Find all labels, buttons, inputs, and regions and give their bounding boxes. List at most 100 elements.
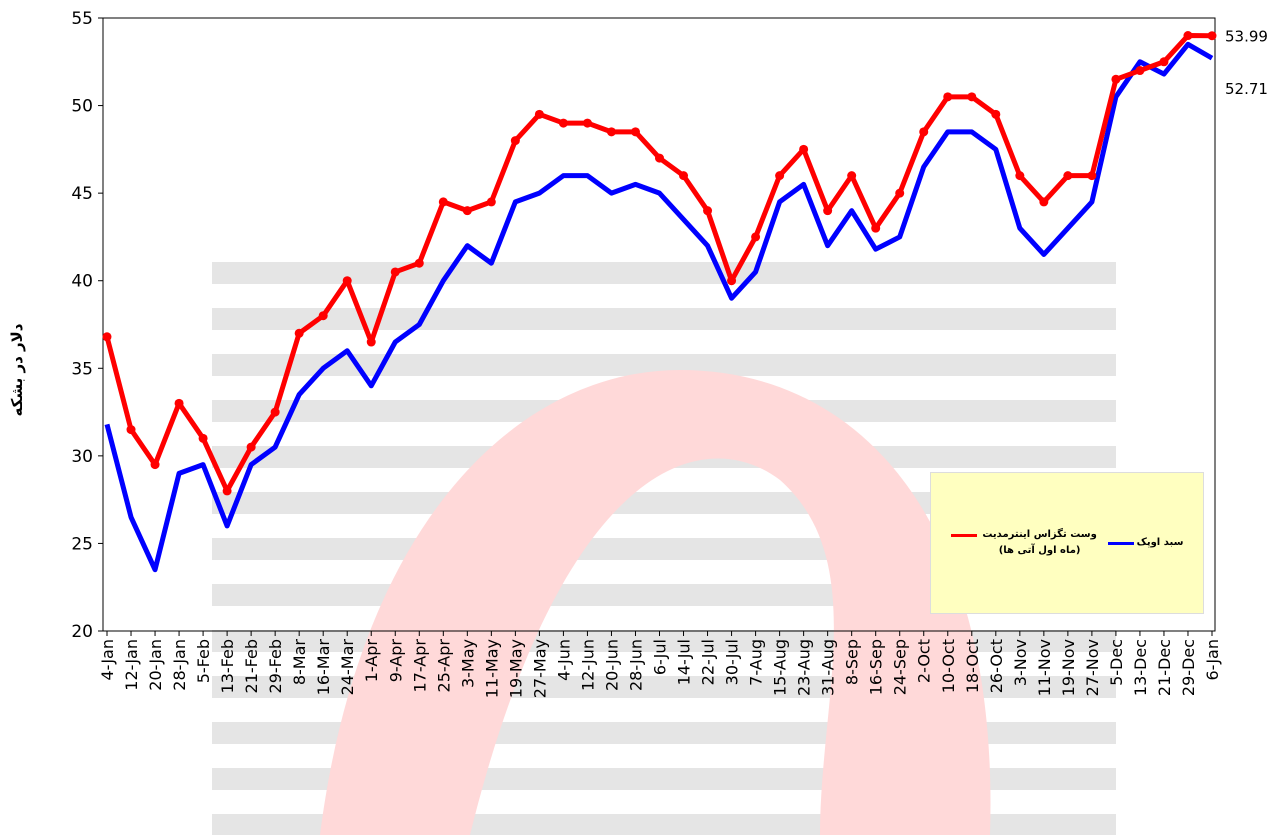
point (919, 127, 928, 136)
end-value-label: 53.99 (1225, 28, 1268, 46)
x-tick-label: 21-Feb (242, 639, 261, 693)
y-tick-label: 55 (71, 9, 93, 29)
y-tick-label: 35 (71, 359, 93, 379)
point (175, 399, 184, 408)
x-tick-label: 8-Mar (290, 639, 309, 686)
point (799, 145, 808, 154)
x-tick-label: 9-Apr (386, 639, 405, 683)
x-tick-label: 15-Aug (771, 639, 790, 696)
x-tick-label: 13-Feb (218, 639, 237, 693)
legend: سبد اوپک وست تگزاس اینترمدیت (ماه اول آتی… (930, 472, 1204, 614)
point (319, 311, 328, 320)
point (1159, 57, 1168, 66)
x-tick-label: 29-Dec (1179, 639, 1198, 696)
point (463, 206, 472, 215)
x-tick-label: 16-Mar (314, 639, 333, 696)
point (247, 443, 256, 452)
x-tick-label: 1-Apr (362, 639, 381, 683)
x-tick-label: 18-Oct (963, 639, 982, 693)
point (343, 276, 352, 285)
point (151, 460, 160, 469)
point (199, 434, 208, 443)
x-tick-label: 27-May (530, 639, 549, 698)
x-tick-label: 10-Oct (939, 639, 958, 693)
point (103, 332, 112, 341)
x-tick-label: 12-Jun (578, 639, 597, 691)
point (967, 92, 976, 101)
x-tick-label: 16-Sep (867, 639, 886, 695)
x-tick-label: 29-Feb (266, 639, 285, 693)
point (439, 197, 448, 206)
point (655, 154, 664, 163)
legend-label: سبد اوپک (1137, 535, 1184, 551)
x-tick-label: 20-Jun (602, 639, 621, 691)
x-tick-label: 19-Nov (1059, 639, 1078, 696)
legend-item: وست تگزاس اینترمدیت (ماه اول آتی ها) (951, 527, 1100, 559)
point (727, 276, 736, 285)
legend-label: وست تگزاس اینترمدیت (ماه اول آتی ها) (980, 527, 1100, 559)
x-tick-label: 19-May (506, 639, 525, 698)
point (775, 171, 784, 180)
point (271, 408, 280, 417)
point (1135, 66, 1144, 75)
y-tick-label: 30 (71, 447, 93, 467)
end-value-label: 52.71 (1225, 80, 1268, 98)
x-tick-label: 21-Dec (1155, 639, 1174, 696)
point (1087, 171, 1096, 180)
point (679, 171, 688, 180)
x-tick-label: 11-May (482, 639, 501, 698)
x-tick-label: 4-Jan (98, 639, 117, 681)
x-tick-label: 13-Dec (1131, 639, 1150, 696)
point (1015, 171, 1024, 180)
point (391, 267, 400, 276)
point (511, 136, 520, 145)
point (1039, 197, 1048, 206)
legend-swatch (1108, 542, 1134, 545)
x-tick-label: 24-Sep (891, 639, 910, 695)
x-tick-label: 4-Jun (554, 639, 573, 681)
y-tick-label: 50 (71, 97, 93, 117)
point (583, 119, 592, 128)
x-tick-label: 30-Jul (723, 639, 742, 685)
y-tick-label: 40 (71, 272, 93, 292)
x-tick-label: 8-Sep (843, 639, 862, 685)
x-tick-label: 20-Jan (146, 639, 165, 691)
point (1183, 31, 1192, 40)
x-tick-label: 7-Aug (747, 639, 766, 686)
y-axis-label: دلار در بشکه (8, 323, 26, 416)
point (607, 127, 616, 136)
x-tick-label: 6-Jan (1203, 639, 1222, 681)
x-tick-label: 6-Jul (651, 639, 670, 675)
x-tick-label: 17-Apr (410, 639, 429, 693)
point (1063, 171, 1072, 180)
y-tick-label: 20 (71, 622, 93, 642)
x-tick-label: 26-Oct (987, 639, 1006, 693)
chart: دلار در بشکه 20253035404550554-Jan12-Jan… (0, 0, 1285, 835)
x-tick-label: 5-Feb (194, 639, 213, 683)
x-tick-label: 25-Apr (434, 639, 453, 693)
point (703, 206, 712, 215)
point (943, 92, 952, 101)
x-tick-label: 3-Nov (1011, 639, 1030, 686)
x-tick-label: 27-Nov (1083, 639, 1102, 696)
point (127, 425, 136, 434)
point (487, 197, 496, 206)
x-tick-label: 22-Jul (699, 639, 718, 685)
x-tick-label: 14-Jul (675, 639, 694, 685)
point (631, 127, 640, 136)
point (871, 224, 880, 233)
x-tick-label: 5-Dec (1107, 639, 1126, 686)
x-tick-label: 31-Aug (819, 639, 838, 696)
y-tick-label: 45 (71, 184, 93, 204)
point (823, 206, 832, 215)
point (991, 110, 1000, 119)
x-tick-label: 28-Jun (626, 639, 645, 691)
point (1111, 75, 1120, 84)
point (895, 189, 904, 198)
point (415, 259, 424, 268)
point (535, 110, 544, 119)
legend-swatch (951, 534, 977, 537)
point (367, 338, 376, 347)
legend-item: سبد اوپک (1108, 535, 1184, 551)
point (847, 171, 856, 180)
